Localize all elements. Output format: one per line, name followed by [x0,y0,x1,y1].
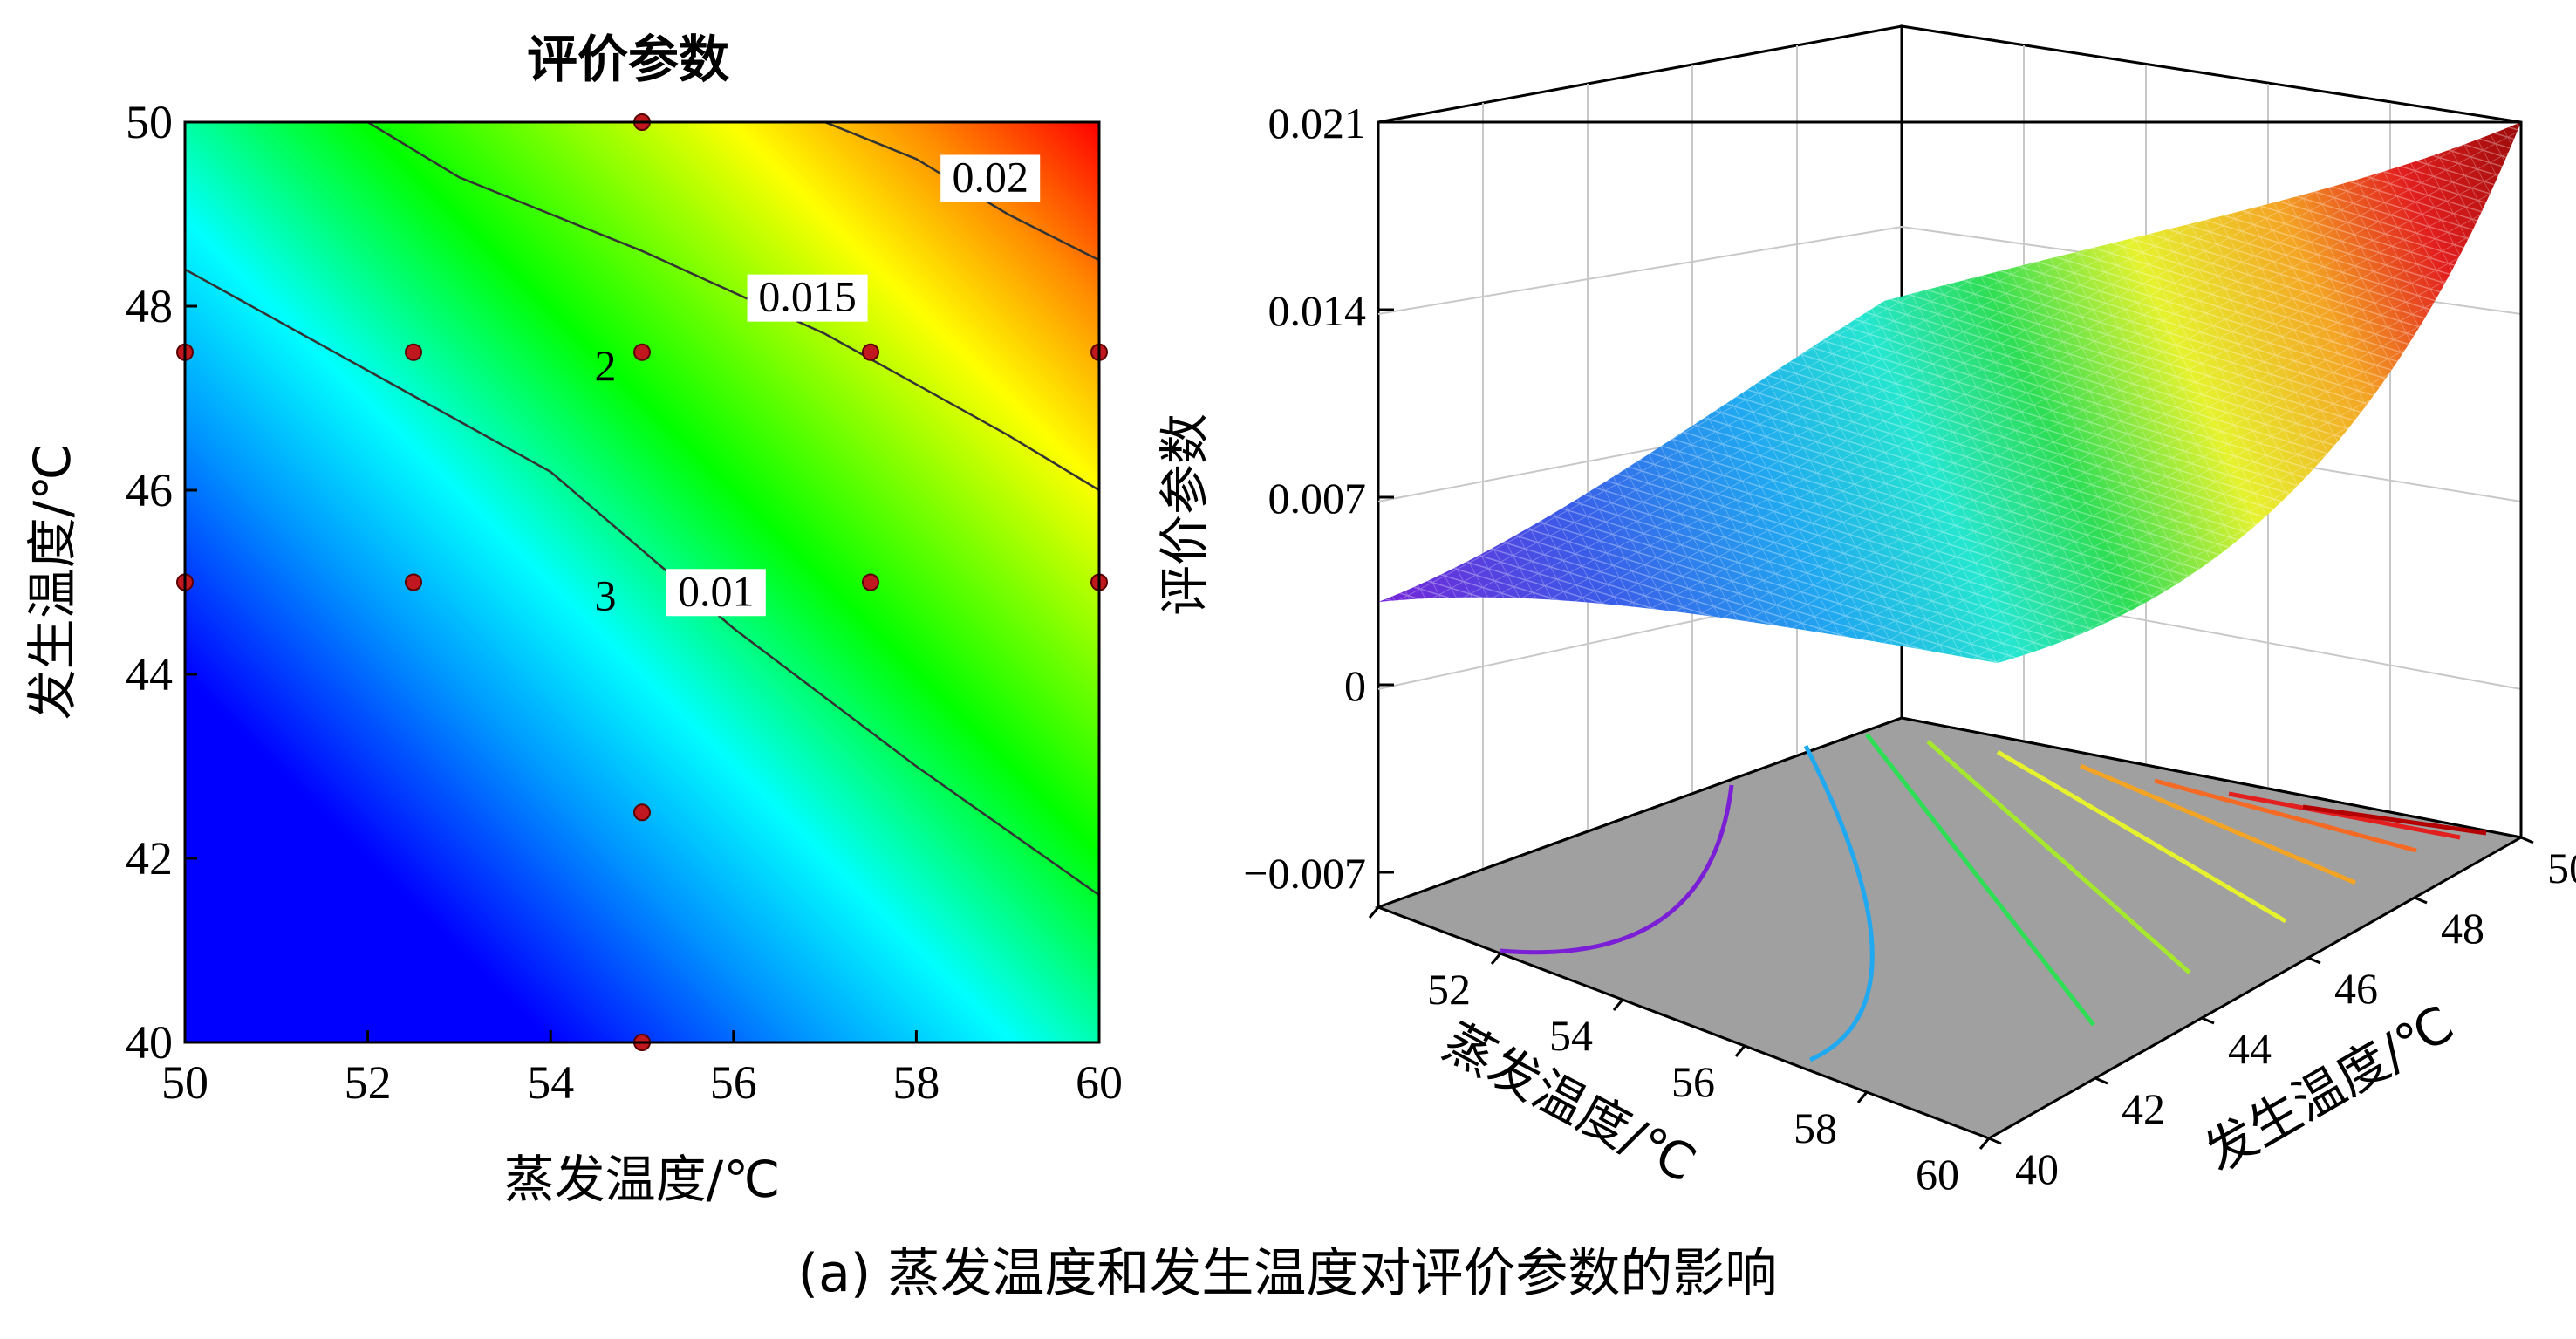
surface-y-axis-label: 发生温度/℃ [2195,994,2463,1183]
contour-labels: 0.01 0.015 0.02 [666,153,1041,617]
surface-plot: −0.007 0 0.007 0.014 0.021 52 54 56 58 60 40 42 44… [1155,24,2576,1199]
contour-label-0: 0.01 [678,566,755,615]
surface-y-tick-label: 48 [2441,904,2484,953]
contour-title: 评价参数 [527,30,729,89]
contour-x-ticks: 50 52 54 56 58 60 [161,1030,1123,1109]
surface-y-tick-mark [1988,1137,2002,1145]
contour-label-box-2 [940,154,1041,202]
surface-x-tick-label: 58 [1794,1103,1837,1152]
surface-z-tick-label: −0.007 [1243,849,1366,898]
design-point [862,343,879,361]
surface-x-tick-label: 54 [1549,1011,1593,1060]
box-edges [1378,120,2523,837]
surface-y-tick-label: 50 [2547,844,2576,892]
surface-x-tick-label: 60 [1916,1150,1959,1199]
surface-y-tick-mark [2201,1016,2215,1025]
contour-y-tick-label: 50 [126,96,173,148]
contour-y-tick-label: 48 [126,280,173,332]
point-annotation: 3 [595,571,617,620]
contour-label-box-1 [747,274,868,322]
design-point [862,573,879,591]
surface-x-tick-mark [1612,999,1624,1011]
figure-caption: (a) 蒸发温度和发生温度对评价参数的影响 [798,1243,1778,1304]
surface-z-tick-label: 0 [1344,661,1366,710]
surface-y-tick-mark [2414,896,2428,905]
surface-x-tick-label: 56 [1671,1057,1715,1106]
design-point [405,343,422,361]
contour-line-0 [185,268,1099,897]
contour-y-tick-label: 46 [126,464,173,516]
surface-y-tick-label: 44 [2228,1024,2272,1073]
contour-label-1: 0.015 [758,272,857,321]
response-surface [1378,122,2521,663]
point-annotation: 2 [595,341,617,390]
surface-x-tick-label: 52 [1427,965,1471,1014]
contour-plot-frame [183,120,1101,1044]
contour-x-tick-label: 54 [527,1056,574,1109]
surface-x-tick-mark [1978,1137,1991,1150]
contour-y-axis-label: 发生温度/℃ [23,444,82,721]
contour-x-tick-label: 58 [892,1056,940,1109]
contour-x-tick-label: 52 [345,1056,392,1109]
surface-x-tick-mark [1734,1045,1746,1057]
design-point [633,343,651,361]
surface-y-tick-mark [2520,836,2534,844]
surface-x-ticks: 52 54 56 58 60 [1368,906,1991,1199]
contour-y-tick-label: 40 [126,1016,173,1069]
contour-x-tick-label: 50 [161,1056,208,1109]
surface-y-tick-label: 40 [2015,1144,2059,1193]
contour-x-tick-label: 56 [710,1056,757,1109]
contour-label-box-0 [666,569,766,617]
surface-y-tick-mark [2094,1076,2108,1085]
surface-z-tick-label: 0.007 [1268,474,1367,523]
surface-z-tick-label: 0.014 [1268,286,1367,335]
surface-z-axis-label: 评价参数 [1155,413,1214,616]
contour-color-field [185,122,1099,1042]
design-point [633,803,651,822]
surface-x-tick-mark [1368,906,1380,919]
contour-x-tick-label: 60 [1076,1056,1123,1109]
surface-y-tick-mark [2307,956,2321,965]
surface-y-ticks: 40 42 44 46 48 50 [1988,836,2576,1193]
floor-projected-contours [1500,733,2487,1062]
surface-y-tick-label: 42 [2122,1084,2165,1133]
surface-z-tick-label: 0.021 [1268,99,1367,147]
design-point [405,573,422,591]
contour-y-tick-label: 42 [126,832,173,885]
contour-line-1 [366,122,1099,492]
contour-label-2: 0.02 [952,153,1028,202]
surface-x-tick-mark [1856,1091,1869,1103]
point-annotations: 23 [595,341,617,620]
surface-y-tick-label: 46 [2334,964,2378,1013]
surface-x-tick-mark [1490,953,1502,965]
contour-y-ticks: 40 42 44 46 48 50 [126,96,197,1069]
contour-y-tick-label: 44 [126,648,173,700]
surface-z-ticks: −0.007 0 0.007 0.014 0.021 [1243,99,1394,898]
contour-x-axis-label: 蒸发温度/℃ [504,1150,781,1209]
